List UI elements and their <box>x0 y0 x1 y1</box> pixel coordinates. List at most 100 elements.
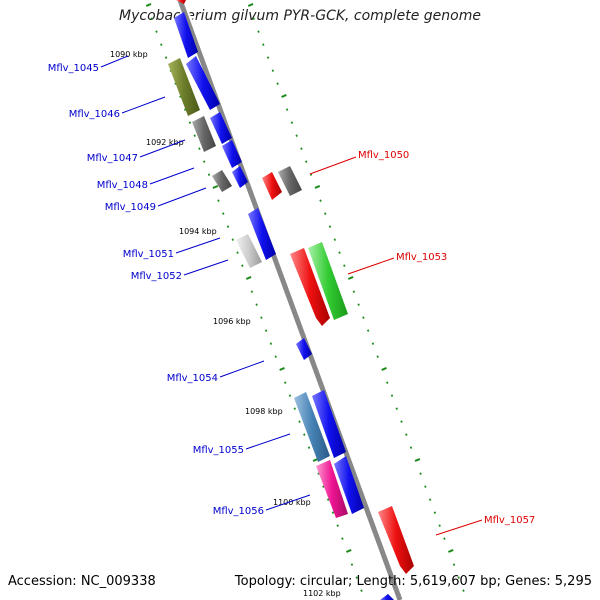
tick-mark <box>247 2 254 7</box>
gene-arrow[interactable] <box>192 116 216 152</box>
tick-mark <box>352 290 356 293</box>
gene-arrow[interactable] <box>308 242 348 320</box>
gene-arrow[interactable] <box>168 58 200 116</box>
tick-mark <box>309 173 313 176</box>
gene-arrow[interactable] <box>236 234 262 268</box>
gene-label-mflv-1057[interactable]: Mflv_1057 <box>484 515 535 526</box>
tick-mark <box>343 264 346 267</box>
tick-mark <box>307 446 311 449</box>
leader-line <box>309 156 357 175</box>
gene-arrow[interactable] <box>334 456 364 514</box>
gene-label-mflv-1053[interactable]: Mflv_1053 <box>396 252 447 263</box>
tick-mark <box>333 238 337 241</box>
tick-mark <box>405 433 408 436</box>
gene-arrow[interactable] <box>212 170 232 192</box>
gene-label-mflv-1048[interactable]: Mflv_1048 <box>97 180 148 191</box>
tick-mark <box>257 30 260 33</box>
tick-mark <box>255 303 258 306</box>
leader-line <box>100 55 129 68</box>
tick-mark <box>300 147 303 150</box>
gene-label-mflv-1051[interactable]: Mflv_1051 <box>123 249 174 260</box>
tick-mark <box>226 225 230 228</box>
tick-mark <box>281 93 287 98</box>
tick-mark <box>457 576 460 579</box>
tick-mark <box>271 69 275 72</box>
tick-mark <box>381 366 387 371</box>
tick-mark <box>428 498 432 501</box>
gene-arrow[interactable] <box>294 392 330 462</box>
tick-mark <box>341 537 344 540</box>
gene-arrow[interactable] <box>262 172 282 200</box>
tick-mark <box>362 316 365 319</box>
tick-mark <box>433 511 437 514</box>
tick-mark <box>217 199 220 202</box>
genome-summary-text: Topology: circular; Length: 5,619,607 bp… <box>234 574 592 589</box>
gene-label-mflv-1054[interactable]: Mflv_1054 <box>167 373 218 384</box>
gene-arrow[interactable] <box>248 208 276 260</box>
tick-mark <box>164 56 168 59</box>
tick-mark <box>279 366 285 371</box>
tick-mark <box>443 537 446 540</box>
tick-mark <box>304 160 308 163</box>
gene-arrow[interactable] <box>278 166 302 196</box>
tick-mark <box>260 316 263 319</box>
gene-arrow[interactable] <box>380 594 394 600</box>
scale-label: 1092 kbp <box>146 138 184 147</box>
tick-mark <box>438 524 441 527</box>
tick-mark <box>371 342 375 345</box>
tick-mark <box>231 238 235 241</box>
gene-label-mflv-1052[interactable]: Mflv_1052 <box>131 271 182 282</box>
leader-line <box>121 96 166 114</box>
gene-arrow[interactable] <box>176 0 186 4</box>
gene-arrow[interactable] <box>210 112 232 144</box>
scale-label: 1100 kbp <box>273 498 311 507</box>
gene-arrow[interactable] <box>186 56 220 110</box>
tick-mark <box>290 121 294 124</box>
scale-labels: 1090 kbp 1092 kbp 1094 kbp 1096 kbp 1098… <box>110 50 341 598</box>
gene-label-mflv-1046[interactable]: Mflv_1046 <box>69 109 120 120</box>
gene-label-mflv-1047[interactable]: Mflv_1047 <box>87 153 138 164</box>
tick-mark <box>452 563 456 566</box>
tick-mark <box>222 212 225 215</box>
tick-mark <box>276 82 279 85</box>
gene-arrow[interactable] <box>312 390 346 458</box>
gene-label-mflv-1049[interactable]: Mflv_1049 <box>105 202 156 213</box>
tick-mark <box>236 251 239 254</box>
gene-arrow[interactable] <box>222 140 242 168</box>
tick-mark <box>366 329 370 332</box>
gene-arrow[interactable] <box>174 12 198 58</box>
gene-label-mflv-1050[interactable]: Mflv_1050 <box>358 150 409 161</box>
gene-label-mflv-1055[interactable]: Mflv_1055 <box>193 445 244 456</box>
tick-mark <box>269 342 273 345</box>
tick-mark <box>376 355 379 358</box>
tick-mark <box>212 184 219 189</box>
gene-arrow[interactable] <box>232 166 248 188</box>
gene-arrow[interactable] <box>316 460 348 518</box>
leader-lines <box>100 55 483 536</box>
gene-arrow[interactable] <box>290 248 330 326</box>
leader-line <box>149 167 195 185</box>
tick-mark <box>245 275 252 280</box>
tick-mark <box>324 212 327 215</box>
tick-mark <box>298 420 301 423</box>
gene-label-mflv-1045[interactable]: Mflv_1045 <box>48 63 99 74</box>
tick-mark <box>288 394 292 397</box>
tick-mark <box>338 251 341 254</box>
tick-mark <box>303 433 306 436</box>
tick-mark <box>347 275 354 280</box>
tick-mark <box>198 147 201 150</box>
tick-mark <box>314 184 321 189</box>
gene-arrow[interactable] <box>296 338 312 360</box>
tick-mark <box>150 17 153 20</box>
tick-mark <box>250 290 254 293</box>
leader-line <box>157 187 207 207</box>
tick-mark <box>284 381 287 384</box>
gene-arrow[interactable] <box>378 506 414 574</box>
tick-mark <box>419 472 422 475</box>
scale-label: 1094 kbp <box>179 227 217 236</box>
gene-label-mflv-1056[interactable]: Mflv_1056 <box>213 506 264 517</box>
tick-mark <box>262 43 265 46</box>
tick-mark <box>386 381 389 384</box>
leader-line <box>245 433 291 450</box>
